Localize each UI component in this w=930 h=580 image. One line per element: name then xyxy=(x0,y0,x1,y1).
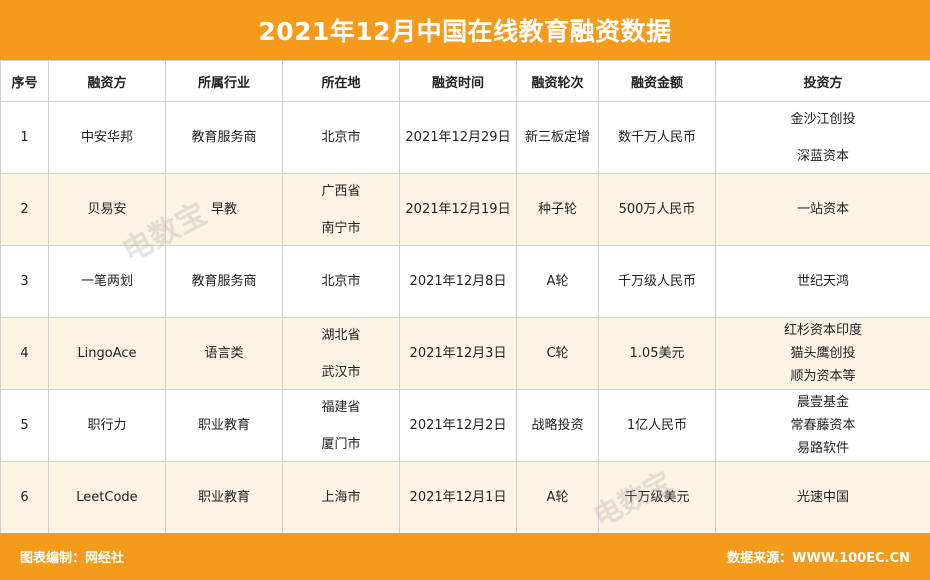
cell-date: 2021年12月19日 xyxy=(399,173,517,246)
cell-amount: 千万级美元 xyxy=(598,461,716,534)
cell-amount: 1亿人民币 xyxy=(598,389,716,462)
investor-line: 一站资本 xyxy=(796,202,849,217)
location-line: 厦门市 xyxy=(321,436,361,452)
page-title: 2021年12月中国在线教育融资数据 xyxy=(258,17,672,46)
investor-line: 晨壹基金 xyxy=(796,395,849,410)
cell-round: 种子轮 xyxy=(516,173,599,246)
cell-company: 中安华邦 xyxy=(48,101,166,174)
cell-location: 湖北省 武汉市 xyxy=(282,317,400,390)
cell-amount: 千万级人民币 xyxy=(598,245,716,318)
cell-no: 1 xyxy=(0,101,49,174)
investor-line: 顺为资本等 xyxy=(790,369,856,384)
cell-location: 北京市 xyxy=(282,101,400,174)
cell-date: 2021年12月29日 xyxy=(399,101,517,174)
cell-location: 上海市 xyxy=(282,461,400,534)
header-investors: 投资方 xyxy=(715,60,930,102)
table-row: 2 贝易安 早教 广西省 南宁市 2021年12月19日 种子轮 500万人民币… xyxy=(0,173,930,246)
cell-round: A轮 xyxy=(516,461,599,534)
cell-no: 4 xyxy=(0,317,49,390)
cell-company: 一笔两划 xyxy=(48,245,166,318)
table-row: 1 中安华邦 教育服务商 北京市 2021年12月29日 新三板定增 数千万人民… xyxy=(0,101,930,174)
location-line: 北京市 xyxy=(321,274,361,289)
table-row: 5 职行力 职业教育 福建省 厦门市 2021年12月2日 战略投资 1亿人民币… xyxy=(0,389,930,462)
location-line: 福建省 xyxy=(321,399,361,415)
footer-credit: 图表编制：网经社 xyxy=(20,551,125,566)
investor-line: 易路软件 xyxy=(796,441,849,456)
cell-no: 6 xyxy=(0,461,49,534)
cell-industry: 语言类 xyxy=(165,317,283,390)
cell-date: 2021年12月2日 xyxy=(399,389,517,462)
cell-date: 2021年12月1日 xyxy=(399,461,517,534)
location-line: 上海市 xyxy=(321,490,361,505)
cell-investors: 红杉资本印度 猫头鹰创投 顺为资本等 xyxy=(715,317,930,390)
investor-line: 常春藤资本 xyxy=(790,418,856,433)
location-line: 湖北省 xyxy=(321,327,361,343)
cell-amount: 1.05美元 xyxy=(598,317,716,390)
cell-round: 新三板定增 xyxy=(516,101,599,174)
cell-investors: 金沙江创投 深蓝资本 xyxy=(715,101,930,174)
investor-line: 金沙江创投 xyxy=(790,111,856,127)
cell-round: C轮 xyxy=(516,317,599,390)
cell-no: 3 xyxy=(0,245,49,318)
header-row: 序号 融资方 所属行业 所在地 融资时间 融资轮次 融资金额 投资方 xyxy=(0,60,930,102)
cell-investors: 世纪天鸿 xyxy=(715,245,930,318)
investor-line: 红杉资本印度 xyxy=(783,323,862,338)
header-round: 融资轮次 xyxy=(516,60,599,102)
cell-company: LeetCode xyxy=(48,461,166,534)
header-industry: 所属行业 xyxy=(165,60,283,102)
header-location: 所在地 xyxy=(282,60,400,102)
title-bar: 2021年12月中国在线教育融资数据 xyxy=(0,0,930,60)
cell-amount: 500万人民币 xyxy=(598,173,716,246)
table-row: 4 LingoAce 语言类 湖北省 武汉市 2021年12月3日 C轮 1.0… xyxy=(0,317,930,390)
cell-industry: 教育服务商 xyxy=(165,101,283,174)
cell-company: 职行力 xyxy=(48,389,166,462)
cell-location: 北京市 xyxy=(282,245,400,318)
cell-no: 2 xyxy=(0,173,49,246)
cell-investors: 一站资本 xyxy=(715,173,930,246)
investor-line: 猫头鹰创投 xyxy=(790,346,856,361)
cell-company: 贝易安 xyxy=(48,173,166,246)
location-line: 广西省 xyxy=(321,183,361,199)
cell-industry: 职业教育 xyxy=(165,461,283,534)
cell-company: LingoAce xyxy=(48,317,166,390)
financing-table: 序号 融资方 所属行业 所在地 融资时间 融资轮次 融资金额 投资方 1 中安华… xyxy=(0,60,930,534)
footer-bar: 图表编制：网经社 数据来源：WWW.100EC.CN xyxy=(0,533,930,580)
cell-round: 战略投资 xyxy=(516,389,599,462)
investor-line: 光速中国 xyxy=(796,490,849,505)
header-date: 融资时间 xyxy=(399,60,517,102)
cell-location: 广西省 南宁市 xyxy=(282,173,400,246)
cell-round: A轮 xyxy=(516,245,599,318)
cell-amount: 数千万人民币 xyxy=(598,101,716,174)
location-line: 南宁市 xyxy=(321,220,361,236)
cell-location: 福建省 厦门市 xyxy=(282,389,400,462)
header-no: 序号 xyxy=(0,60,49,102)
table-row: 6 LeetCode 职业教育 上海市 2021年12月1日 A轮 千万级美元 … xyxy=(0,461,930,534)
cell-industry: 早教 xyxy=(165,173,283,246)
cell-date: 2021年12月3日 xyxy=(399,317,517,390)
investor-line: 世纪天鸿 xyxy=(796,274,849,289)
table-row: 3 一笔两划 教育服务商 北京市 2021年12月8日 A轮 千万级人民币 世纪… xyxy=(0,245,930,318)
table-container: 序号 融资方 所属行业 所在地 融资时间 融资轮次 融资金额 投资方 1 中安华… xyxy=(0,60,930,534)
header-company: 融资方 xyxy=(48,60,166,102)
cell-investors: 光速中国 xyxy=(715,461,930,534)
cell-date: 2021年12月8日 xyxy=(399,245,517,318)
footer-source: 数据来源：WWW.100EC.CN xyxy=(727,551,910,566)
cell-investors: 晨壹基金 常春藤资本 易路软件 xyxy=(715,389,930,462)
investor-line: 深蓝资本 xyxy=(796,148,849,164)
location-line: 武汉市 xyxy=(321,364,361,380)
cell-industry: 教育服务商 xyxy=(165,245,283,318)
location-line: 北京市 xyxy=(321,130,361,145)
header-amount: 融资金额 xyxy=(598,60,716,102)
cell-no: 5 xyxy=(0,389,49,462)
cell-industry: 职业教育 xyxy=(165,389,283,462)
